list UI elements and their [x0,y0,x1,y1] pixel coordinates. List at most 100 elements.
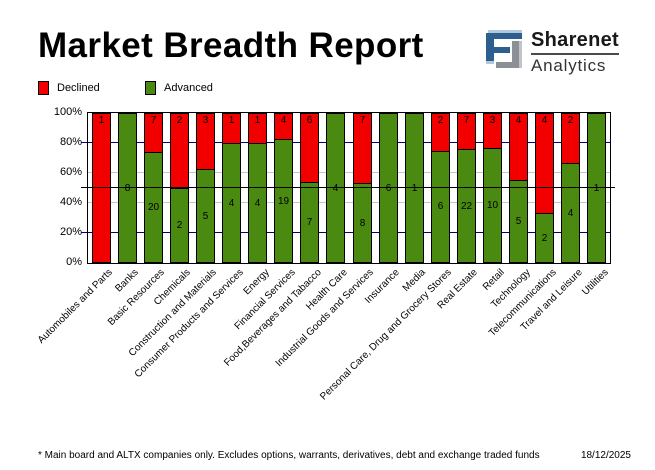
sharenet-logo: Sharenet Analytics [486,30,619,75]
advanced-count-label: 4 [228,197,235,209]
stacked-bar: 3 10 [483,113,502,263]
advanced-segment: 2 [170,188,189,263]
legend-label-declined: Declined [57,82,100,94]
declined-segment: 3 [196,113,215,170]
advanced-count-label: 5 [202,210,209,222]
declined-count-label: 3 [202,115,209,126]
declined-count-label: 7 [150,115,157,126]
logo-subtitle: Analytics [531,56,607,75]
declined-segment: 2 [170,113,189,188]
declined-count-label: 2 [176,115,183,126]
advanced-segment: 2 [535,213,554,263]
stacked-bar: 6 [379,113,398,263]
axis-tick [81,142,87,143]
declined-count-label: 4 [515,115,522,126]
advanced-segment: 1 [405,113,424,263]
declined-count-label: 6 [306,115,313,126]
declined-segment: 1 [248,113,267,143]
y-axis-label: 60% [59,166,82,178]
y-axis-label: 40% [59,196,82,208]
declined-segment: 2 [561,113,580,163]
advanced-count-label: 1 [411,182,418,194]
y-axis-label: 0% [66,256,82,268]
stacked-bar: 1 [587,113,606,263]
declined-segment: 1 [222,113,241,143]
advanced-segment: 6 [379,113,398,263]
advanced-segment: 7 [300,182,319,263]
y-axis-label: 20% [59,226,82,238]
y-axis-label: 100% [53,106,82,118]
advanced-count-label: 1 [593,182,600,194]
advanced-count-label: 19 [277,195,290,207]
stacked-bar: 7 20 [144,113,163,263]
declined-segment: 4 [509,113,528,180]
declined-segment: 6 [300,113,319,183]
advanced-segment: 20 [144,151,163,263]
declined-count-label: 7 [359,115,366,126]
sharenet-logo-icon [486,30,524,75]
stacked-bar: 1 [405,113,424,263]
declined-segment: 4 [274,113,293,140]
advanced-count-label: 4 [567,207,574,219]
declined-count-label: 4 [541,115,548,126]
stacked-bar: 1 [92,113,111,263]
advanced-count-label: 6 [437,201,444,213]
legend-item-declined: Declined [38,81,100,95]
advanced-count-label: 4 [332,182,339,194]
advanced-count-label: 6 [385,182,392,194]
gridline [88,202,610,203]
declined-count-label: 1 [254,115,261,126]
advanced-segment: 22 [457,149,476,263]
declined-count-label: 2 [567,115,574,126]
fifty-percent-line [81,187,615,188]
declined-segment: 7 [353,113,372,183]
advanced-segment: 5 [509,179,528,263]
declined-segment: 3 [483,113,502,148]
advanced-count-label: 10 [486,199,499,211]
declined-segment: 2 [431,113,450,151]
advanced-count-label: 2 [541,232,548,244]
advanced-segment: 1 [587,113,606,263]
advanced-segment: 8 [353,183,372,263]
advanced-count-label: 8 [359,217,366,229]
advanced-count-label: 5 [515,215,522,227]
declined-segment: 4 [535,113,554,213]
declined-segment: 7 [457,113,476,150]
declined-count-label: 4 [280,115,287,126]
legend-label-advanced: Advanced [164,82,213,94]
advanced-segment: 4 [561,163,580,263]
footnote: * Main board and ALTX companies only. Ex… [38,450,540,461]
advanced-segment: 5 [196,169,215,263]
stacked-bar: 4 [326,113,345,263]
report-date: 18/12/2025 [580,450,631,461]
advanced-segment: 19 [274,139,293,263]
advanced-count-label: 8 [124,182,131,194]
advanced-segment: 6 [431,150,450,263]
declined-count-label: 3 [489,115,496,126]
advanced-count-label: 22 [460,200,473,212]
declined-segment: 1 [92,113,111,263]
legend-item-advanced: Advanced [145,81,213,95]
declined-count-label: 1 [98,115,105,126]
advanced-count-label: 7 [306,217,313,229]
declined-count-label: 2 [437,115,444,126]
advanced-segment: 4 [222,143,241,263]
advanced-swatch [145,81,156,95]
advanced-count-label: 4 [254,197,261,209]
declined-swatch [38,81,49,95]
advanced-segment: 8 [118,113,137,263]
declined-count-label: 1 [228,115,235,126]
advanced-segment: 10 [483,147,502,263]
gridline [88,142,610,143]
advanced-segment: 4 [326,113,345,263]
page-title: Market Breadth Report [38,26,424,65]
